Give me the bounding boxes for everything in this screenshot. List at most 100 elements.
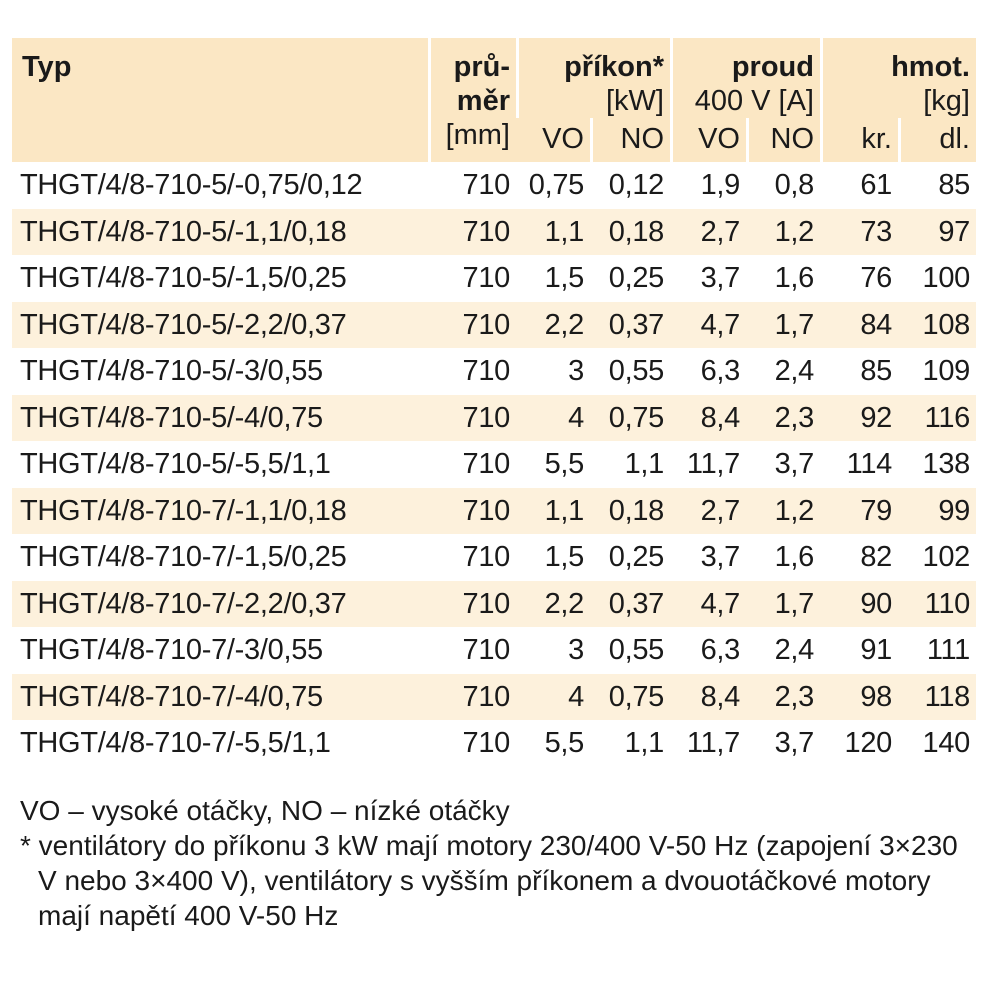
subheader-proud-no: NO bbox=[746, 118, 820, 162]
cell-prikon-no: 0,12 bbox=[608, 169, 665, 202]
cell-typ: THGT/4/8-710-7/-5,5/1,1 bbox=[20, 727, 331, 760]
cell-proud-vo: 11,7 bbox=[686, 448, 740, 481]
cell-hmot-kr: 82 bbox=[860, 541, 892, 574]
cell-typ: THGT/4/8-710-5/-3/0,55 bbox=[20, 355, 323, 388]
cell-proud-no: 2,4 bbox=[774, 634, 815, 667]
cell-prumer: 710 bbox=[462, 355, 511, 388]
cell-prikon-no: 0,37 bbox=[590, 580, 670, 627]
cell-proud-vo: 4,7 bbox=[670, 580, 746, 627]
cell-proud-no: 1,6 bbox=[774, 262, 815, 295]
cell-hmot-dl: 108 bbox=[898, 301, 976, 348]
cell-prumer: 710 bbox=[428, 208, 516, 255]
cell-proud-no: 1,7 bbox=[746, 301, 820, 348]
fan-spec-table: Typ prů- měr [mm] příkon* [kW] proud 400… bbox=[12, 38, 976, 767]
cell-proud-vo: 2,7 bbox=[670, 208, 746, 255]
header-typ: Typ bbox=[12, 38, 428, 162]
cell-prikon-no: 0,18 bbox=[590, 208, 670, 255]
cell-typ: THGT/4/8-710-5/-1,1/0,18 bbox=[12, 208, 428, 255]
cell-prikon-vo: 5,5 bbox=[544, 727, 585, 760]
cell-hmot-dl: 138 bbox=[922, 448, 971, 481]
cell-proud-vo: 2,7 bbox=[670, 487, 746, 534]
cell-prikon-no: 0,18 bbox=[590, 487, 670, 534]
cell-hmot-dl: 100 bbox=[922, 262, 971, 295]
cell-proud-no: 2,3 bbox=[746, 394, 820, 441]
table-body: THGT/4/8-710-5/-0,75/0,12 710 0,75 0,12 1,9 0… bbox=[12, 162, 976, 767]
cell-proud-no: 1,2 bbox=[746, 208, 820, 255]
cell-prumer: 710 bbox=[428, 673, 516, 720]
cell-typ: THGT/4/8-710-5/-2,2/0,37 bbox=[12, 301, 428, 348]
cell-prikon-vo: 1,1 bbox=[516, 487, 590, 534]
cell-proud-no: 0,8 bbox=[774, 169, 815, 202]
legend-note: VO – vysoké otáčky, NO – nízké otáčky bbox=[20, 794, 510, 826]
cell-prikon-no: 0,55 bbox=[608, 355, 665, 388]
spec-sheet: Typ prů- měr [mm] příkon* [kW] proud 400… bbox=[12, 38, 976, 933]
cell-proud-vo: 3,7 bbox=[700, 541, 741, 574]
table-row: THGT/4/8-710-5/-5,5/1,1 710 5,5 1,1 11,7 3,7 1… bbox=[12, 441, 976, 488]
cell-prumer: 710 bbox=[428, 580, 516, 627]
cell-hmot-dl: 109 bbox=[922, 355, 971, 388]
table-row: THGT/4/8-710-5/-3/0,55 710 3 0,55 6,3 2,4 85 10… bbox=[12, 348, 976, 395]
cell-prikon-vo: 3 bbox=[568, 634, 584, 667]
table-row: THGT/4/8-710-5/-4/0,75 710 4 0,75 8,4 2,3 92 11… bbox=[12, 394, 976, 441]
cell-prikon-vo: 1,5 bbox=[544, 262, 585, 295]
cell-prumer: 710 bbox=[462, 727, 511, 760]
cell-proud-no: 3,7 bbox=[774, 727, 815, 760]
cell-prumer: 710 bbox=[428, 487, 516, 534]
cell-hmot-kr: 85 bbox=[860, 355, 892, 388]
header-hmotnost: hmot. [kg] bbox=[820, 38, 976, 118]
cell-proud-vo: 8,4 bbox=[670, 673, 746, 720]
cell-prikon-no: 0,75 bbox=[590, 673, 670, 720]
cell-prikon-vo: 4 bbox=[516, 394, 590, 441]
cell-prumer: 710 bbox=[462, 169, 511, 202]
footnote: * ventilátory do příkonu 3 kW mají motor… bbox=[20, 829, 958, 931]
cell-typ: THGT/4/8-710-7/-4/0,75 bbox=[12, 673, 428, 720]
cell-hmot-dl: 140 bbox=[922, 727, 971, 760]
subheader-proud-vo: VO bbox=[670, 118, 746, 162]
subheader-hmot-kr: kr. bbox=[820, 118, 898, 162]
cell-proud-no: 3,7 bbox=[774, 448, 815, 481]
cell-proud-vo: 11,7 bbox=[686, 727, 740, 760]
cell-typ: THGT/4/8-710-5/-1,5/0,25 bbox=[20, 262, 347, 295]
cell-hmot-kr: 90 bbox=[820, 580, 898, 627]
cell-proud-vo: 3,7 bbox=[700, 262, 741, 295]
cell-prikon-no: 0,75 bbox=[590, 394, 670, 441]
cell-proud-no: 1,6 bbox=[774, 541, 815, 574]
cell-hmot-kr: 76 bbox=[860, 262, 892, 295]
table-row: THGT/4/8-710-7/-3/0,55 710 3 0,55 6,3 2,4 91 11… bbox=[12, 627, 976, 674]
cell-prumer: 710 bbox=[462, 448, 511, 481]
cell-prikon-vo: 1,1 bbox=[516, 208, 590, 255]
table-row: THGT/4/8-710-5/-2,2/0,37 710 2,2 0,37 4,7 1,7… bbox=[12, 301, 976, 348]
cell-prumer: 710 bbox=[462, 634, 511, 667]
subheader-hmot-dl: dl. bbox=[898, 118, 976, 162]
cell-typ: THGT/4/8-710-7/-1,5/0,25 bbox=[20, 541, 347, 574]
table-row: THGT/4/8-710-7/-1,5/0,25 710 1,5 0,25 3,7 1,6… bbox=[12, 534, 976, 581]
cell-hmot-kr: 61 bbox=[860, 169, 892, 202]
cell-prikon-no: 0,25 bbox=[608, 262, 665, 295]
cell-prikon-vo: 3 bbox=[568, 355, 584, 388]
cell-hmot-dl: 97 bbox=[898, 208, 976, 255]
cell-typ: THGT/4/8-710-7/-2,2/0,37 bbox=[12, 580, 428, 627]
cell-proud-no: 1,2 bbox=[746, 487, 820, 534]
cell-prikon-vo: 1,5 bbox=[544, 541, 585, 574]
notes: VO – vysoké otáčky, NO – nízké otáčky * … bbox=[12, 793, 970, 933]
table-row: THGT/4/8-710-5/-0,75/0,12 710 0,75 0,12 1,9 0… bbox=[12, 162, 976, 209]
cell-hmot-kr: 98 bbox=[820, 673, 898, 720]
cell-typ: THGT/4/8-710-7/-3/0,55 bbox=[20, 634, 323, 667]
cell-hmot-dl: 111 bbox=[926, 634, 970, 667]
cell-proud-vo: 6,3 bbox=[700, 355, 741, 388]
cell-proud-vo: 8,4 bbox=[670, 394, 746, 441]
cell-typ: THGT/4/8-710-7/-1,1/0,18 bbox=[12, 487, 428, 534]
cell-prikon-no: 1,1 bbox=[624, 727, 665, 760]
table-row: THGT/4/8-710-7/-5,5/1,1 710 5,5 1,1 11,7 3,7 1… bbox=[12, 720, 976, 767]
cell-hmot-dl: 118 bbox=[898, 673, 976, 720]
cell-hmot-dl: 110 bbox=[898, 580, 976, 627]
cell-hmot-dl: 85 bbox=[938, 169, 970, 202]
cell-hmot-kr: 92 bbox=[820, 394, 898, 441]
cell-hmot-kr: 91 bbox=[860, 634, 892, 667]
table-row: THGT/4/8-710-7/-2,2/0,37 710 2,2 0,37 4,7 1,7… bbox=[12, 580, 976, 627]
subheader-prikon-no: NO bbox=[590, 118, 670, 162]
cell-prikon-vo: 0,75 bbox=[528, 169, 585, 202]
cell-prumer: 710 bbox=[462, 541, 511, 574]
table-row: THGT/4/8-710-5/-1,1/0,18 710 1,1 0,18 2,7 1,2… bbox=[12, 208, 976, 255]
cell-prumer: 710 bbox=[462, 262, 511, 295]
